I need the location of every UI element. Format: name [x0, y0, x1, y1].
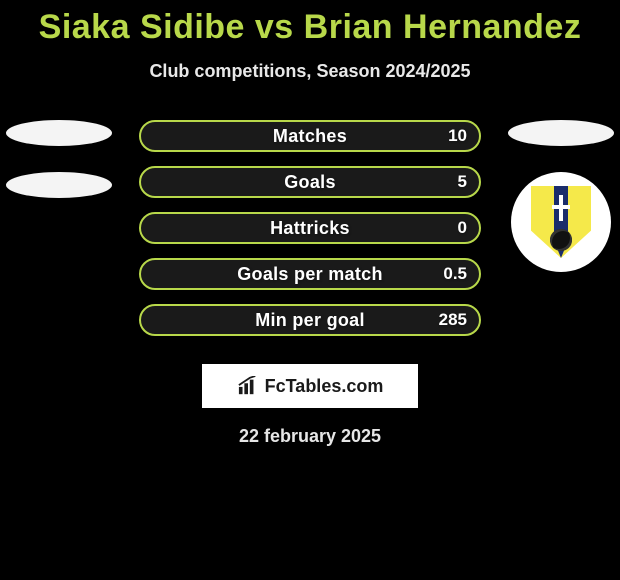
right-player-avatar-placeholder [508, 120, 614, 146]
page-title: Siaka Sidibe vs Brian Hernandez [0, 0, 620, 47]
subtitle: Club competitions, Season 2024/2025 [0, 61, 620, 82]
watermark: FcTables.com [202, 364, 418, 408]
right-player-column [506, 120, 616, 272]
stat-value-right: 0.5 [443, 264, 467, 284]
club-shield-icon [531, 186, 591, 258]
stat-rows: Matches 10 Goals 5 Hattricks 0 Goals per… [139, 120, 481, 336]
stat-label: Goals per match [237, 264, 383, 285]
left-club-avatar-placeholder [6, 172, 112, 198]
stat-label: Matches [273, 126, 347, 147]
stat-row-goals-per-match: Goals per match 0.5 [139, 258, 481, 290]
stat-value-right: 0 [458, 218, 467, 238]
stat-row-min-per-goal: Min per goal 285 [139, 304, 481, 336]
stat-row-hattricks: Hattricks 0 [139, 212, 481, 244]
stat-label: Min per goal [255, 310, 365, 331]
left-player-column [4, 120, 114, 224]
stat-value-right: 10 [448, 126, 467, 146]
stat-row-matches: Matches 10 [139, 120, 481, 152]
bar-chart-icon [237, 376, 259, 396]
watermark-text: FcTables.com [265, 376, 384, 397]
stat-value-right: 5 [458, 172, 467, 192]
stat-row-goals: Goals 5 [139, 166, 481, 198]
left-player-avatar-placeholder [6, 120, 112, 146]
date-line: 22 february 2025 [0, 426, 620, 447]
comparison-panel: Matches 10 Goals 5 Hattricks 0 Goals per… [0, 120, 620, 447]
stat-label: Hattricks [270, 218, 350, 239]
stat-label: Goals [284, 172, 336, 193]
right-club-badge [511, 172, 611, 272]
stat-value-right: 285 [439, 310, 467, 330]
